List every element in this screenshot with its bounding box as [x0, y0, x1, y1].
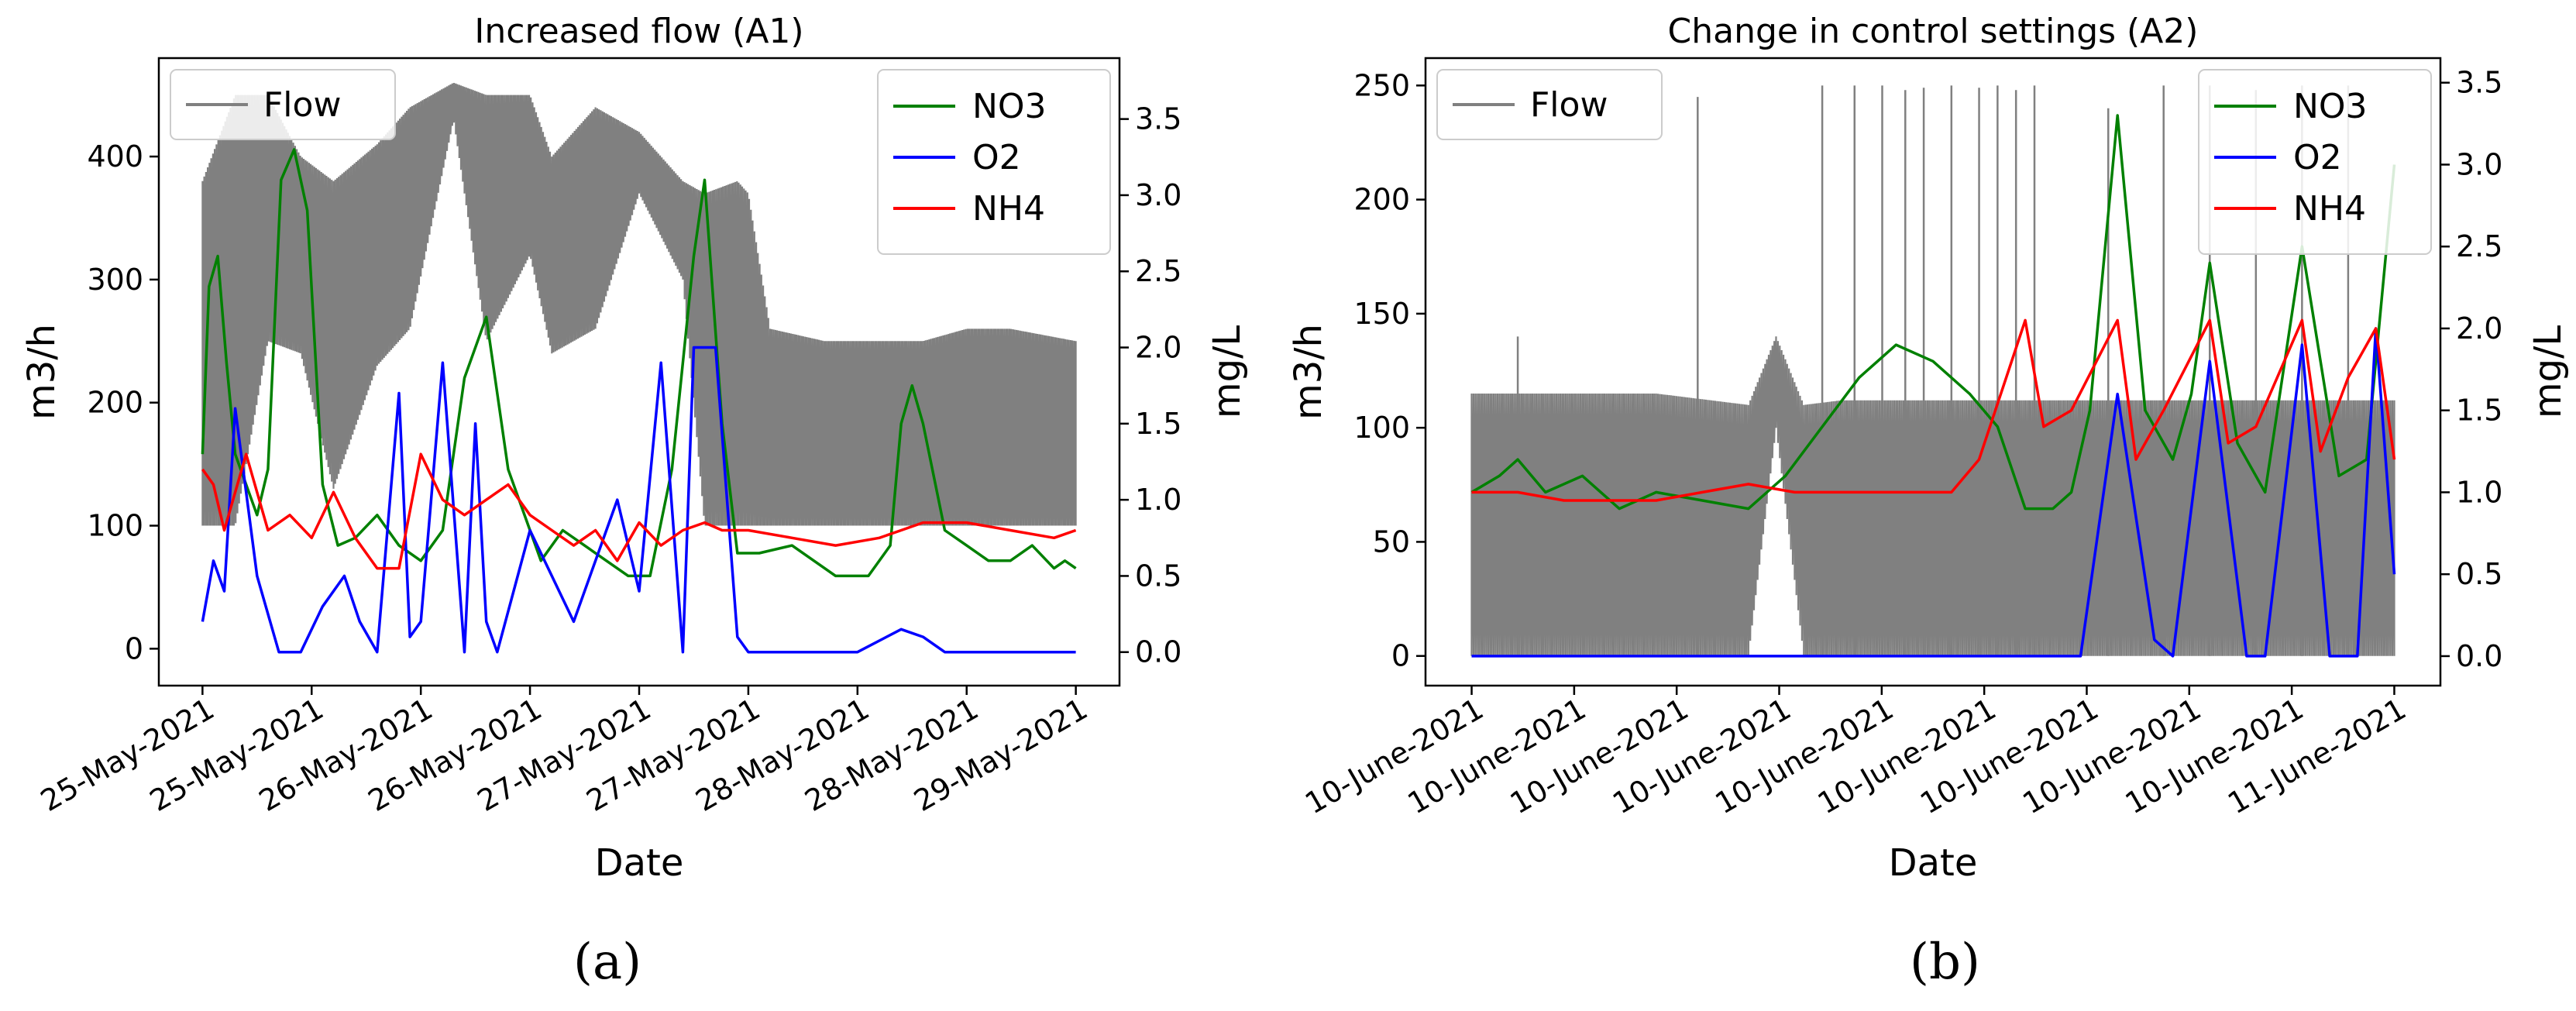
legend-entry: O2: [972, 138, 1021, 177]
y-axis-label: m3/h: [20, 324, 64, 420]
legend-entry: Flow: [1530, 85, 1608, 125]
y-tick-label: 0: [1391, 639, 1410, 673]
legend-entry: NO3: [972, 87, 1047, 126]
series-nh4: [201, 452, 1077, 570]
x-tick-label: 10-June-2021: [1812, 692, 2002, 821]
y2-tick-label: 0.5: [1135, 559, 1181, 593]
y2-tick-label: 1.0: [2456, 475, 2502, 509]
legend-entry: NH4: [2293, 189, 2366, 229]
x-axis-label: Date: [595, 841, 684, 885]
y2-tick-label: 0.0: [2456, 639, 2502, 673]
y2-tick-label: 1.0: [1135, 483, 1181, 517]
legend-left: Flow: [1436, 69, 1663, 140]
series-o2: [1471, 327, 2396, 658]
y2-tick-label: 0.5: [2456, 557, 2502, 591]
chart-title: Change in control settings (A2): [1668, 12, 2199, 51]
y-tick-label: 400: [87, 139, 143, 174]
caption-a: (a): [573, 934, 642, 991]
legend-entry: NO3: [2293, 87, 2368, 126]
y2-tick-label: 3.0: [1135, 178, 1181, 212]
y2-tick-label: 3.0: [2456, 147, 2502, 181]
y2-tick-label: 1.5: [2456, 394, 2502, 428]
y2-tick-label: 2.0: [1135, 331, 1181, 365]
legend-right: NO3 O2 NH4: [877, 69, 1111, 255]
series-flow: [201, 82, 1077, 526]
series-no3: [201, 148, 1077, 578]
chart-panel-b: Change in control settings (A2) 0 50 100 150…: [1287, 12, 2570, 885]
x-tick-label: 10-June-2021: [1914, 692, 2104, 821]
x-tick-label: 10-June-2021: [1505, 692, 1694, 821]
x-tick-label: 10-June-2021: [1401, 692, 1591, 821]
x-tick-label: 10-June-2021: [2120, 692, 2309, 821]
y2-tick-label: 0.0: [1135, 635, 1181, 669]
y2-tick-label: 3.5: [1135, 102, 1181, 136]
y2-tick-label: 1.5: [1135, 407, 1181, 441]
series-o2: [201, 346, 1076, 654]
y-axis-label: m3/h: [1287, 324, 1330, 420]
y2-tick-label: 2.5: [1135, 254, 1181, 288]
x-tick-label: 10-June-2021: [1709, 692, 1899, 821]
x-tick-label: 10-June-2021: [1299, 692, 1489, 821]
series-nh4: [1471, 318, 2396, 502]
y-tick-label: 150: [1353, 297, 1410, 331]
series-no3: [1470, 114, 2396, 511]
chart-title: Increased flow (A1): [474, 12, 803, 51]
y2-tick-label: 2.5: [2456, 229, 2502, 263]
legend-left: Flow: [170, 69, 396, 140]
x-tick-label: 10-June-2021: [1607, 692, 1797, 821]
y2-axis-label: mg/L: [2526, 325, 2570, 418]
legend-box: [170, 69, 396, 140]
chart-panel-a: Increased flow (A1) 0 100 200 300 400 0.0 0.5 1.…: [20, 12, 1249, 885]
x-axis-label: Date: [1889, 841, 1978, 885]
y2-axis-label: mg/L: [1205, 325, 1249, 418]
y-tick-label: 300: [87, 263, 143, 297]
y-tick-label: 100: [87, 509, 143, 543]
legend-box: [1436, 69, 1663, 140]
legend-entry: O2: [2293, 138, 2342, 177]
y-tick-label: 200: [1353, 183, 1410, 217]
y-tick-label: 50: [1373, 524, 1410, 559]
y2-tick-label: 2.0: [2456, 311, 2502, 346]
legend-entry: Flow: [263, 85, 341, 125]
legend-right: NO3 O2 NH4: [2198, 69, 2432, 255]
y-tick-label: 0: [125, 631, 143, 665]
y2-tick-label: 3.5: [2456, 66, 2502, 100]
caption-b: (b): [1910, 934, 1980, 991]
x-tick-label: 10-June-2021: [2017, 692, 2206, 821]
x-tick-label: 11-June-2021: [2222, 692, 2412, 821]
series-flow: [1470, 336, 2395, 656]
legend-entry: NH4: [972, 189, 1045, 229]
y-tick-label: 200: [87, 386, 143, 420]
y-tick-label: 100: [1353, 411, 1410, 445]
plot-frame: [1424, 57, 2442, 687]
y-tick-label: 250: [1353, 68, 1410, 102]
